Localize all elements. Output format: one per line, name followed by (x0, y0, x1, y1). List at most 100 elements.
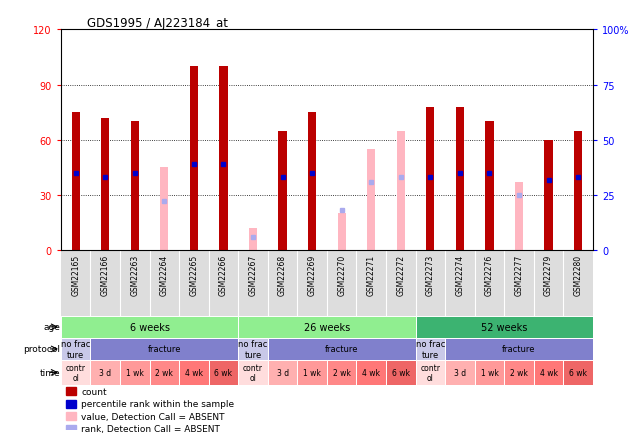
Bar (415, 338, 445, 360)
Bar (475, 360, 504, 385)
Bar (563, 360, 593, 385)
Bar (66, 387, 76, 395)
Bar (397, 132, 405, 251)
Text: 2 wk: 2 wk (155, 368, 173, 377)
Text: fracture: fracture (503, 345, 536, 354)
Bar (544, 141, 553, 251)
Bar (415, 316, 593, 338)
Text: value, Detection Call = ABSENT: value, Detection Call = ABSENT (81, 412, 224, 421)
Bar (456, 108, 464, 251)
Text: 6 wk: 6 wk (569, 368, 587, 377)
Bar (66, 425, 76, 433)
Text: no frac
ture: no frac ture (238, 339, 268, 359)
Text: protocol: protocol (23, 345, 60, 354)
Text: percentile rank within the sample: percentile rank within the sample (81, 399, 234, 408)
Text: count: count (81, 387, 107, 396)
Bar (238, 316, 415, 338)
Bar (445, 338, 593, 360)
Text: GSM22280: GSM22280 (574, 254, 583, 295)
Bar (160, 168, 169, 251)
Text: fracture: fracture (325, 345, 358, 354)
Bar (356, 360, 386, 385)
Bar (308, 113, 316, 251)
Text: no frac
ture: no frac ture (415, 339, 445, 359)
Bar (515, 183, 523, 251)
Text: 1 wk: 1 wk (303, 368, 321, 377)
Text: GDS1995 / AJ223184_at: GDS1995 / AJ223184_at (87, 17, 228, 30)
Bar (90, 360, 120, 385)
Bar (131, 122, 139, 251)
Bar (61, 360, 90, 385)
Bar (238, 360, 268, 385)
Text: GSM22277: GSM22277 (515, 254, 524, 295)
Bar (415, 360, 445, 385)
Text: no frac
ture: no frac ture (61, 339, 90, 359)
Bar (504, 360, 534, 385)
Text: 4 wk: 4 wk (362, 368, 380, 377)
Bar (72, 113, 80, 251)
Text: GSM22264: GSM22264 (160, 254, 169, 295)
Text: contr
ol: contr ol (420, 363, 440, 382)
Bar (209, 360, 238, 385)
Text: 3 d: 3 d (276, 368, 288, 377)
Text: fracture: fracture (147, 345, 181, 354)
Bar (367, 150, 376, 251)
Text: contr
ol: contr ol (65, 363, 86, 382)
Bar (534, 360, 563, 385)
Bar (219, 67, 228, 251)
Bar (278, 132, 287, 251)
Text: 1 wk: 1 wk (126, 368, 144, 377)
Text: 2 wk: 2 wk (333, 368, 351, 377)
Text: 4 wk: 4 wk (185, 368, 203, 377)
Bar (338, 214, 346, 251)
Text: GSM22268: GSM22268 (278, 254, 287, 295)
Bar (238, 338, 268, 360)
Bar (426, 108, 435, 251)
Bar (574, 132, 582, 251)
Text: GSM22166: GSM22166 (101, 254, 110, 295)
Text: GSM22273: GSM22273 (426, 254, 435, 295)
Bar (179, 360, 209, 385)
Text: GSM22274: GSM22274 (455, 254, 465, 295)
Text: GSM22271: GSM22271 (367, 254, 376, 295)
Bar (268, 338, 415, 360)
Text: GSM22272: GSM22272 (396, 254, 405, 295)
Bar (90, 338, 238, 360)
Text: 26 weeks: 26 weeks (304, 322, 350, 332)
Text: 4 wk: 4 wk (540, 368, 558, 377)
Text: GSM22265: GSM22265 (189, 254, 199, 295)
Bar (120, 360, 149, 385)
Text: 2 wk: 2 wk (510, 368, 528, 377)
Text: GSM22269: GSM22269 (308, 254, 317, 295)
Text: GSM22276: GSM22276 (485, 254, 494, 295)
Text: 6 weeks: 6 weeks (129, 322, 170, 332)
Text: contr
ol: contr ol (243, 363, 263, 382)
Text: GSM22279: GSM22279 (544, 254, 553, 295)
Bar (445, 360, 475, 385)
Text: GSM22263: GSM22263 (130, 254, 139, 295)
Text: 3 d: 3 d (454, 368, 466, 377)
Text: rank, Detection Call = ABSENT: rank, Detection Call = ABSENT (81, 424, 220, 433)
Text: age: age (44, 322, 60, 332)
Bar (268, 360, 297, 385)
Bar (149, 360, 179, 385)
Bar (101, 118, 110, 251)
Text: 6 wk: 6 wk (392, 368, 410, 377)
Text: 3 d: 3 d (99, 368, 112, 377)
Bar (485, 122, 494, 251)
Bar (327, 360, 356, 385)
Bar (66, 412, 76, 420)
Bar (249, 229, 257, 251)
Text: GSM22267: GSM22267 (249, 254, 258, 295)
Bar (386, 360, 415, 385)
Text: 6 wk: 6 wk (215, 368, 233, 377)
Text: GSM22165: GSM22165 (71, 254, 80, 295)
Text: time: time (40, 368, 60, 377)
Bar (190, 67, 198, 251)
Text: GSM22270: GSM22270 (337, 254, 346, 295)
Text: 52 weeks: 52 weeks (481, 322, 528, 332)
Bar (61, 338, 90, 360)
Text: 1 wk: 1 wk (481, 368, 499, 377)
Bar (61, 316, 238, 338)
Text: GSM22266: GSM22266 (219, 254, 228, 295)
